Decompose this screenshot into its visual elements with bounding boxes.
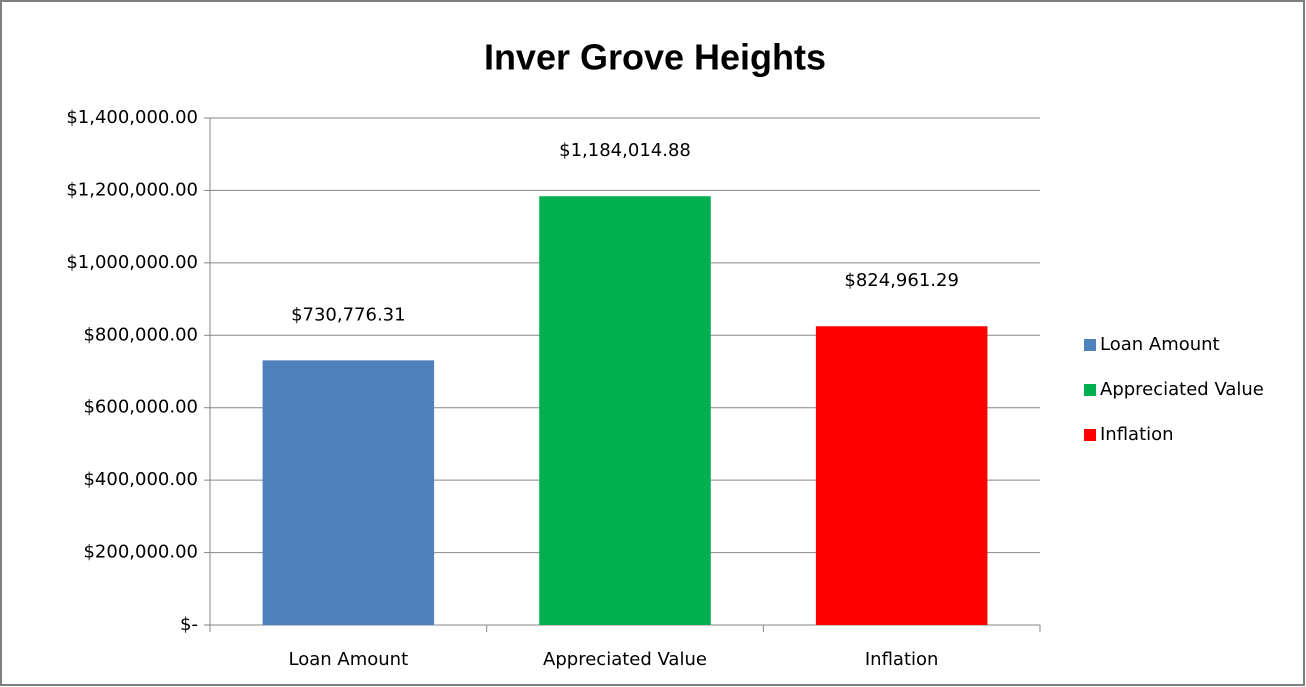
y-tick-label: $800,000.00 [83, 324, 198, 345]
y-tick-label: $1,400,000.00 [66, 107, 198, 128]
chart-title: Inver Grove Heights [484, 37, 826, 78]
x-tick-label: Appreciated Value [543, 649, 707, 670]
y-tick-label: $200,000.00 [83, 542, 198, 563]
y-tick-label: $- [180, 614, 198, 635]
legend-label: Loan Amount [1100, 334, 1220, 355]
value-label: $730,776.31 [291, 304, 406, 325]
x-tick-label: Loan Amount [289, 649, 409, 670]
y-tick-label: $400,000.00 [83, 469, 198, 490]
y-tick-label: $1,200,000.00 [66, 179, 198, 200]
y-tick-label: $1,000,000.00 [66, 252, 198, 273]
bar [815, 326, 988, 625]
x-tick-label: Inflation [865, 649, 939, 670]
bar [539, 196, 711, 625]
legend-swatch [1084, 339, 1096, 351]
value-label: $1,184,014.88 [559, 140, 691, 161]
legend-swatch [1084, 429, 1096, 441]
legend-swatch [1084, 384, 1096, 396]
y-tick-label: $600,000.00 [83, 397, 198, 418]
legend-label: Appreciated Value [1100, 379, 1264, 400]
value-label: $824,961.29 [844, 270, 959, 291]
bar [262, 360, 435, 625]
legend-label: Inflation [1100, 424, 1174, 445]
